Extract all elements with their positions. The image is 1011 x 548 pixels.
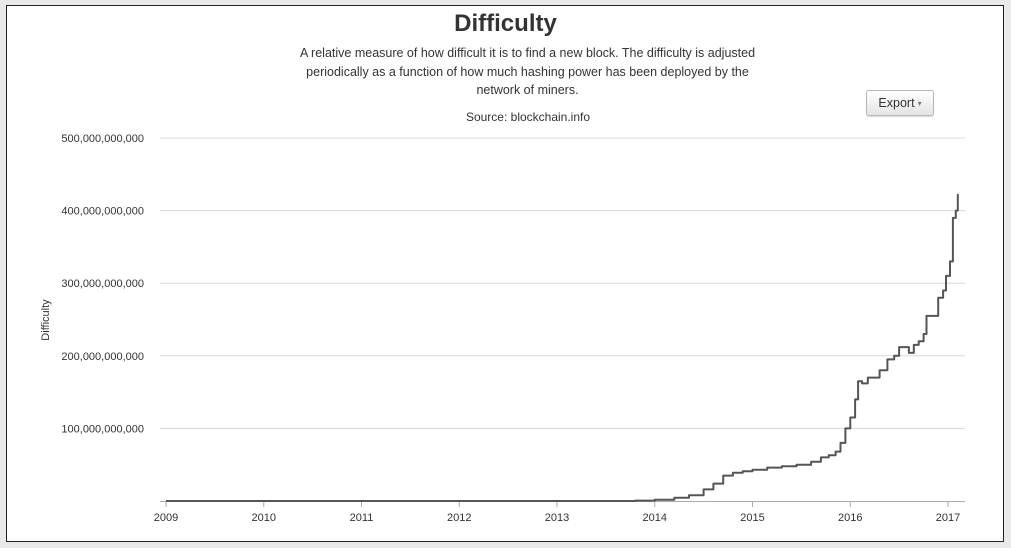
x-tick-label: 2011 (350, 512, 374, 524)
y-tick-label: 200,000,000,000 (61, 351, 144, 363)
x-tick-label: 2012 (447, 512, 471, 524)
chevron-down-icon: ▾ (917, 99, 922, 108)
x-tick-label: 2016 (838, 512, 862, 524)
y-tick-label: 300,000,000,000 (61, 278, 144, 290)
y-tick-label: 100,000,000,000 (61, 423, 144, 435)
y-axis-label: Difficulty (40, 299, 52, 341)
x-tick-label: 2013 (545, 512, 569, 524)
chart-title: Difficulty (454, 10, 557, 37)
y-tick-label: 500,000,000,000 (61, 133, 144, 145)
x-tick-label: 2010 (252, 512, 276, 524)
series-line (166, 193, 959, 502)
x-tick-label: 2015 (740, 512, 764, 524)
x-tick-label: 2014 (643, 512, 667, 524)
x-tick-label: 2009 (154, 512, 178, 524)
x-tick-label: 2017 (936, 512, 960, 524)
y-tick-label: 400,000,000,000 (61, 206, 144, 218)
export-button[interactable]: Export ▾ (866, 90, 934, 116)
chart-subtitle: A relative measure of how difficult it i… (299, 46, 756, 97)
chart-source: Source: blockchain.info (465, 110, 591, 124)
export-button-label: Export (878, 96, 915, 110)
